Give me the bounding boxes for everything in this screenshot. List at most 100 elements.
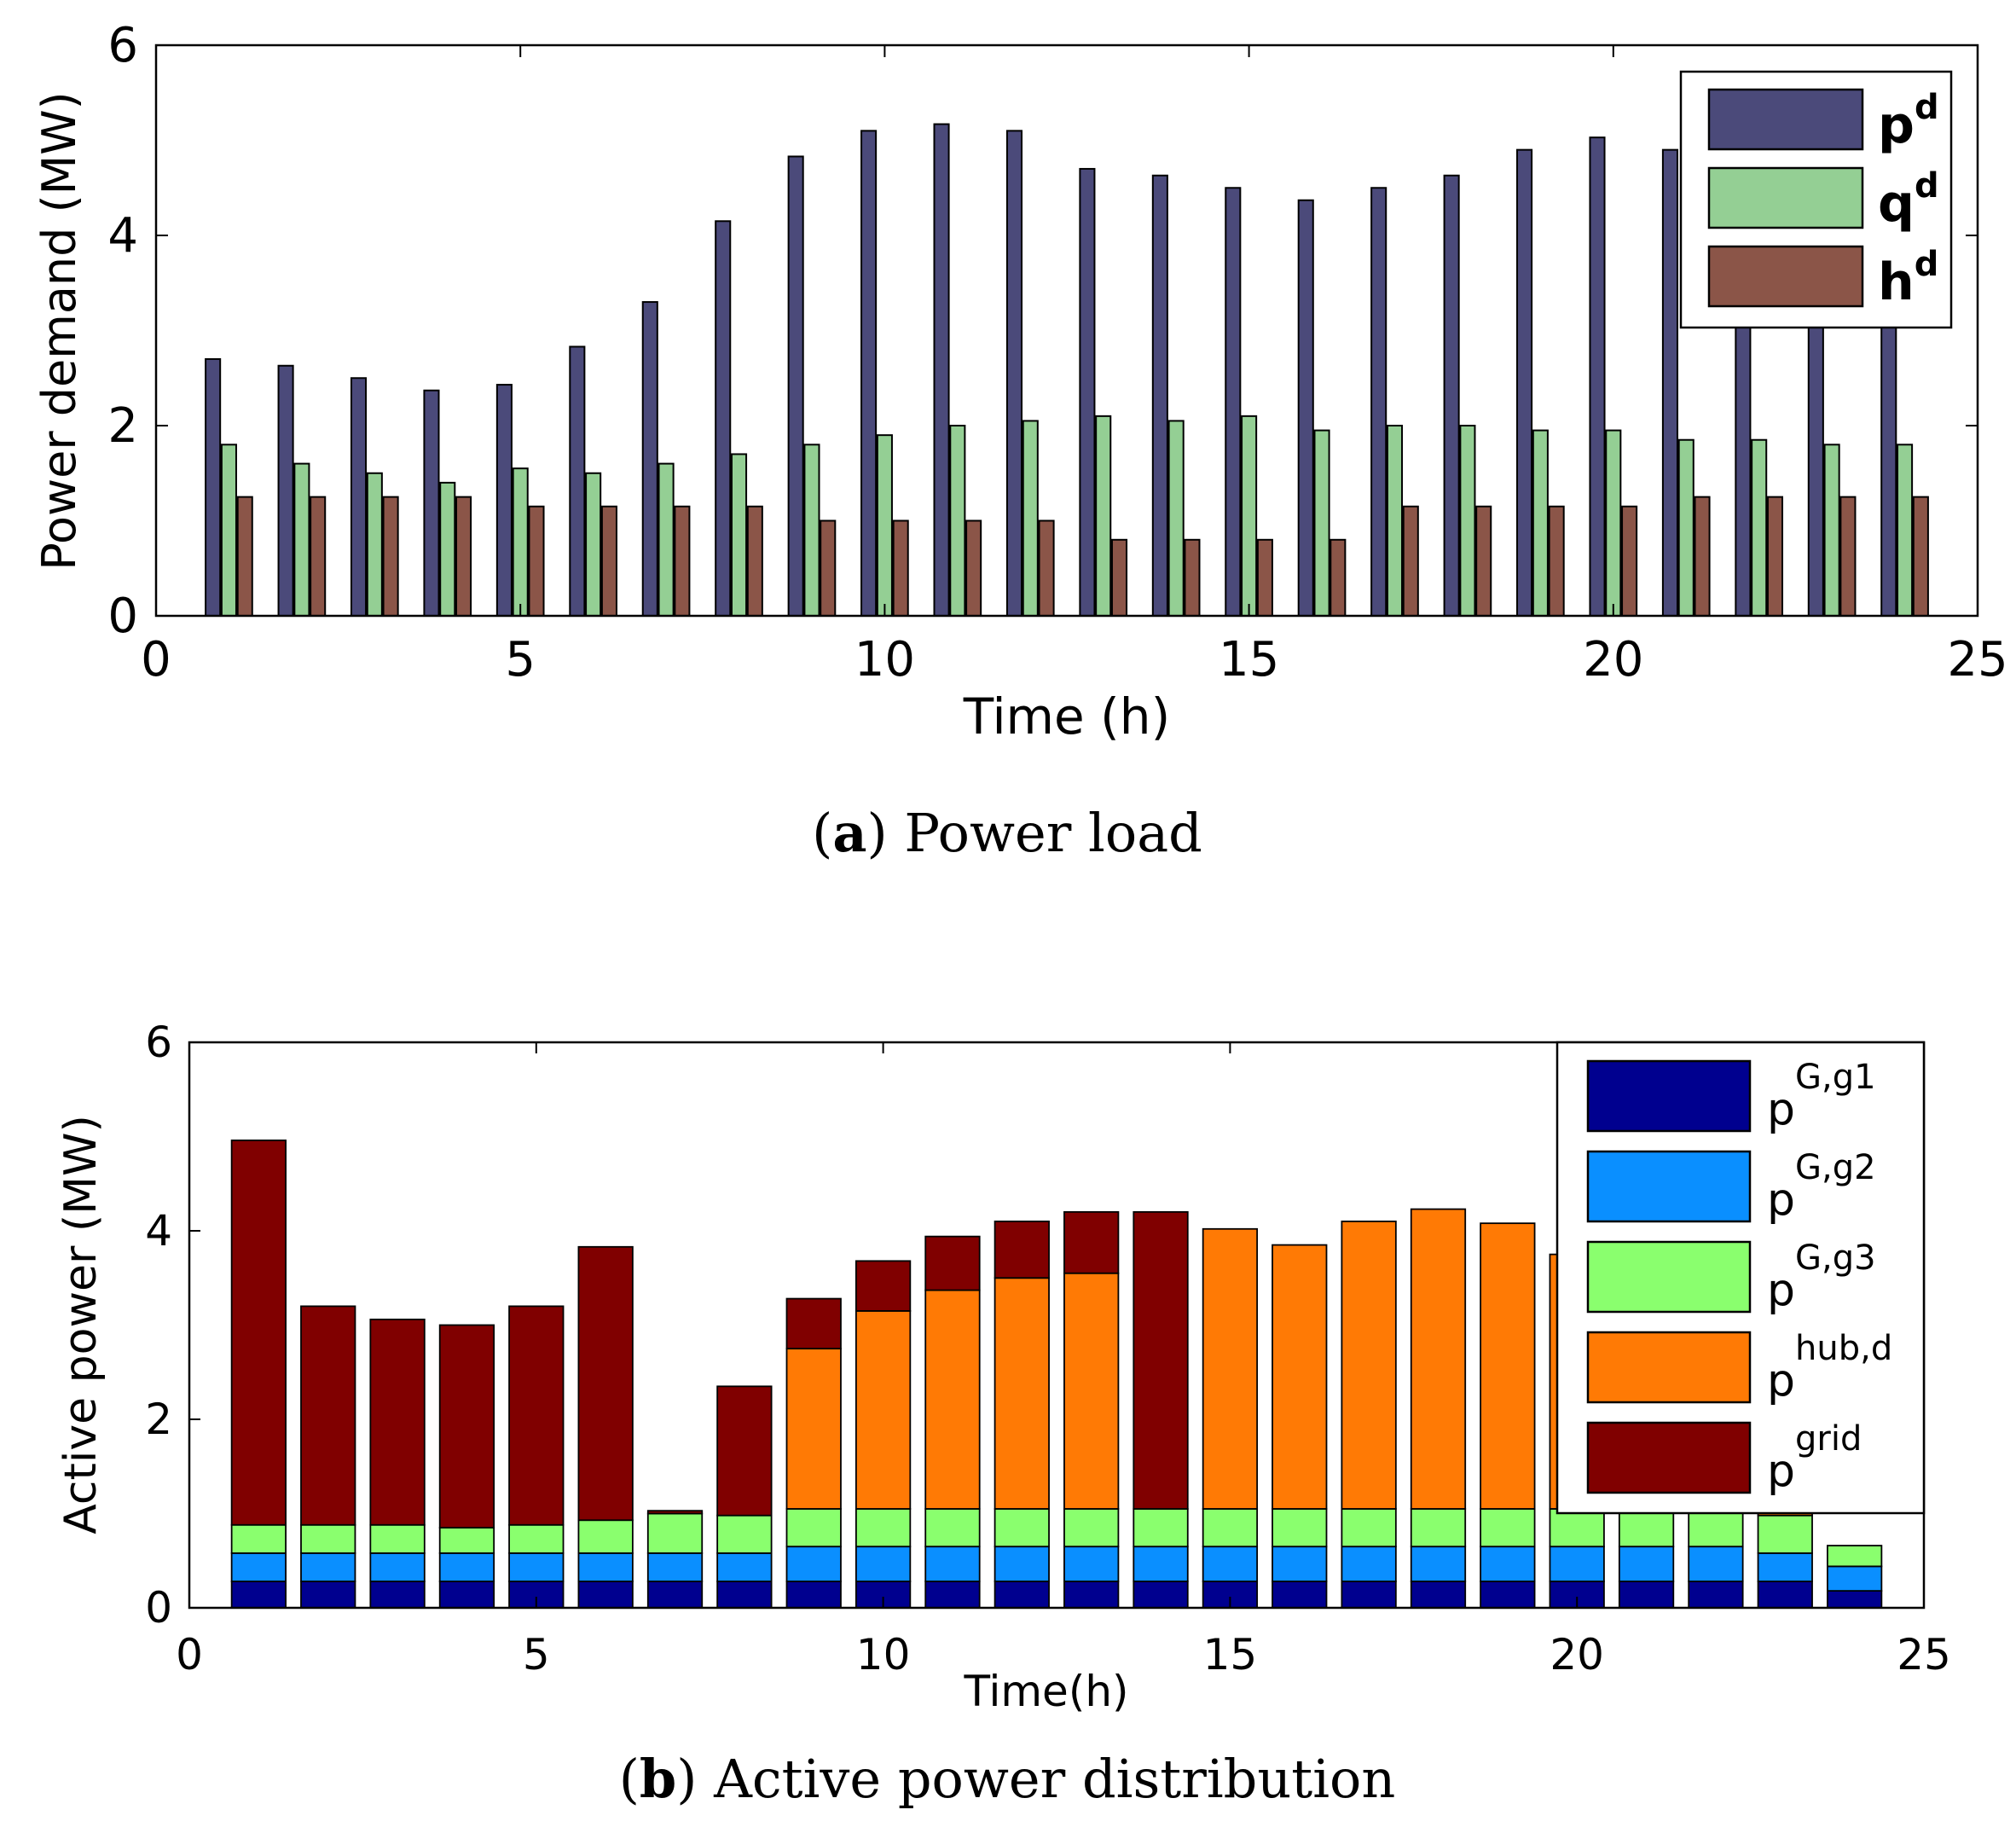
bar-b-G-g1-21 xyxy=(1618,1581,1675,1609)
bar-a-h-2 xyxy=(310,496,327,617)
bar-a-h-10 xyxy=(892,519,909,617)
b-legend-swatch-grid xyxy=(1586,1421,1752,1494)
bar-b-G-g2-11 xyxy=(924,1546,981,1582)
bar-b-G-g2-13 xyxy=(1063,1546,1120,1582)
bar-a-q-7 xyxy=(658,462,675,617)
a-legend-label-p: pd xyxy=(1878,88,1939,155)
bar-a-q-24 xyxy=(1897,444,1914,617)
bar-b-G-g1-16 xyxy=(1272,1581,1328,1609)
bar-a-q-12 xyxy=(1022,420,1039,617)
bar-a-p-9 xyxy=(787,155,804,617)
bar-a-q-10 xyxy=(876,434,893,617)
bar-b-G-g1-7 xyxy=(646,1581,704,1609)
bar-a-p-13 xyxy=(1079,167,1096,617)
bar-a-p-2 xyxy=(277,364,294,617)
bar-a-p-14 xyxy=(1151,174,1168,617)
bar-b-G-g1-22 xyxy=(1688,1581,1744,1609)
b-xtick-label: 0 xyxy=(176,1630,203,1679)
bar-a-q-2 xyxy=(293,462,310,617)
bar-b-hub-d-19 xyxy=(1480,1222,1536,1510)
bar-b-G-g2-24 xyxy=(1827,1565,1883,1592)
bar-b-G-g1-2 xyxy=(300,1581,356,1609)
b-legend-label-G-g3: pG,g3 xyxy=(1767,1238,1876,1316)
bar-a-q-23 xyxy=(1823,444,1840,617)
bar-b-grid-2 xyxy=(300,1305,356,1526)
b-xtick-label: 25 xyxy=(1897,1630,1951,1679)
panel-b-caption: (b) Active power distribution xyxy=(619,1748,1396,1810)
bar-b-hub-d-12 xyxy=(994,1277,1050,1510)
bar-b-G-g3-22 xyxy=(1688,1508,1744,1548)
bar-b-hub-d-10 xyxy=(854,1310,912,1510)
bar-b-G-g2-23 xyxy=(1757,1552,1813,1582)
bar-a-h-16 xyxy=(1330,538,1347,617)
bar-b-grid-3 xyxy=(369,1318,426,1526)
a-xtick-label: 15 xyxy=(1219,632,1279,687)
bar-a-p-7 xyxy=(641,301,658,617)
bar-a-p-15 xyxy=(1225,187,1242,617)
bar-b-G-g2-9 xyxy=(785,1546,842,1582)
bar-a-q-8 xyxy=(730,453,748,618)
bar-b-G-g2-17 xyxy=(1341,1546,1397,1582)
bar-a-p-17 xyxy=(1370,187,1387,617)
a-xtick-label: 25 xyxy=(1947,632,2007,687)
bar-b-G-g2-6 xyxy=(577,1552,634,1582)
panel-a-xlabel: Time (h) xyxy=(963,687,1170,745)
b-legend-label-G-g2: pG,g2 xyxy=(1767,1148,1876,1226)
bar-b-G-g3-13 xyxy=(1063,1508,1120,1548)
bar-b-grid-7 xyxy=(646,1510,704,1515)
bar-b-G-g1-8 xyxy=(716,1581,773,1609)
bar-b-G-g2-15 xyxy=(1202,1546,1259,1582)
bar-a-h-6 xyxy=(600,505,617,618)
a-ytick-label: 0 xyxy=(107,589,138,644)
bar-b-G-g3-2 xyxy=(300,1523,356,1554)
bar-b-G-g1-23 xyxy=(1757,1581,1813,1609)
bar-a-h-21 xyxy=(1694,496,1711,617)
a-legend-swatch-p xyxy=(1707,88,1864,151)
bar-a-q-11 xyxy=(949,425,966,617)
bar-a-h-11 xyxy=(965,519,982,617)
bar-b-G-g1-6 xyxy=(577,1581,634,1609)
bar-b-G-g1-3 xyxy=(369,1581,426,1609)
panel-a-legend: pd qd hd xyxy=(1679,70,1953,329)
a-xtick-label: 10 xyxy=(854,632,915,687)
bar-b-G-g2-20 xyxy=(1549,1546,1605,1582)
a-xtick-label: 0 xyxy=(141,632,171,687)
bar-a-h-4 xyxy=(455,496,472,617)
bar-a-q-16 xyxy=(1313,429,1330,618)
bar-b-G-g1-18 xyxy=(1410,1581,1467,1609)
bar-b-G-g1-4 xyxy=(438,1581,495,1609)
bar-a-p-12 xyxy=(1005,130,1023,618)
bar-a-p-18 xyxy=(1443,174,1460,617)
bar-b-G-g2-3 xyxy=(369,1552,426,1582)
bar-a-q-14 xyxy=(1167,420,1185,617)
panel-a-axes-frame xyxy=(154,44,1979,618)
a-legend-swatch-q xyxy=(1707,166,1864,229)
bar-b-grid-11 xyxy=(924,1235,981,1291)
bar-a-p-10 xyxy=(860,130,878,618)
b-ytick-label: 2 xyxy=(145,1395,172,1444)
bar-b-grid-4 xyxy=(438,1324,495,1528)
bar-b-hub-d-9 xyxy=(785,1348,842,1510)
b-xtick-label: 20 xyxy=(1550,1630,1604,1679)
panel-b-ylabel: Active power (MW) xyxy=(55,1115,107,1534)
bar-b-G-g3-21 xyxy=(1618,1508,1675,1548)
bar-b-G-g2-2 xyxy=(300,1552,356,1582)
bar-a-p-16 xyxy=(1297,199,1314,617)
bar-b-grid-1 xyxy=(230,1140,287,1526)
bar-a-h-15 xyxy=(1256,538,1273,617)
bar-b-G-g3-9 xyxy=(785,1508,842,1548)
bar-b-G-g1-12 xyxy=(994,1581,1050,1609)
bar-b-G-g3-1 xyxy=(230,1523,287,1554)
bar-b-G-g3-12 xyxy=(994,1508,1050,1548)
a-ytick-label: 6 xyxy=(107,18,138,73)
bar-b-G-g3-10 xyxy=(854,1508,912,1548)
bar-a-q-1 xyxy=(220,444,237,617)
bar-b-grid-6 xyxy=(577,1245,634,1522)
bar-a-q-4 xyxy=(439,481,456,618)
bar-a-q-5 xyxy=(512,467,529,617)
bar-a-h-9 xyxy=(820,519,837,617)
bar-b-hub-d-17 xyxy=(1341,1221,1397,1510)
bar-b-hub-d-16 xyxy=(1272,1244,1328,1510)
b-xtick-label: 5 xyxy=(523,1630,550,1679)
